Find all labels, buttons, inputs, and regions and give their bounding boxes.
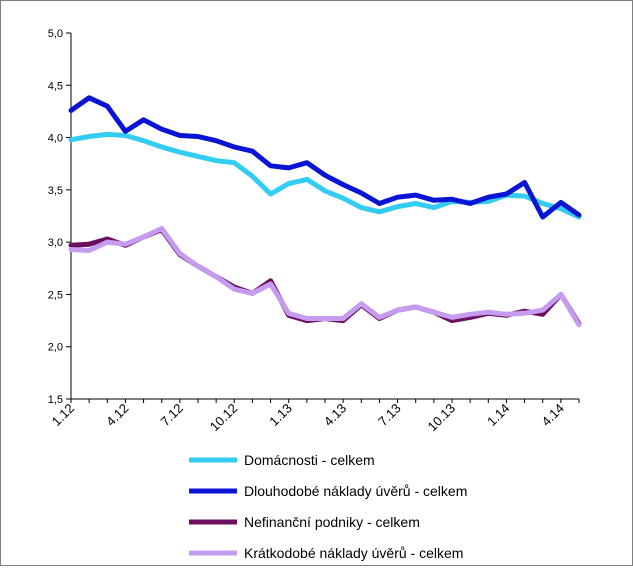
y-tick-label: 1,5	[48, 394, 63, 406]
legend-label: Domácnosti - celkem	[244, 452, 375, 468]
series-line	[68, 131, 582, 220]
series-layer	[68, 95, 582, 328]
y-tick-label: 4,5	[48, 80, 63, 92]
x-tick-label: 1.14	[484, 401, 513, 430]
y-tick-label: 2,0	[48, 342, 63, 354]
y-tick-label: 5,0	[48, 28, 63, 40]
x-tick-label: 7.12	[157, 401, 186, 430]
y-tick-label: 4,0	[48, 133, 63, 145]
legend-item: Dlouhodobé náklady úvěrů - celkem	[189, 483, 467, 499]
x-tick-label: 10.12	[207, 401, 241, 435]
x-tick-label: 1.13	[266, 401, 295, 430]
series-line	[68, 227, 582, 327]
x-tick-label: 7.13	[375, 401, 404, 430]
legend-label: Krátkodobé náklady úvěrů - celkem	[244, 545, 463, 561]
legend-item: Domácnosti - celkem	[189, 452, 375, 468]
x-tick-label: 4.12	[103, 401, 132, 430]
legend-item: Nefinanční podniky - celkem	[189, 514, 420, 530]
y-tick-label: 3,5	[48, 185, 63, 197]
series-line	[68, 95, 582, 220]
x-tick-label: 4.13	[321, 401, 350, 430]
x-tick-label: 4.14	[538, 401, 567, 430]
y-tick-label: 2,5	[48, 289, 63, 301]
y-tick-label: 3,0	[48, 237, 63, 249]
legend: Domácnosti - celkem Dlouhodobé náklady úv…	[189, 452, 467, 561]
legend-label: Dlouhodobé náklady úvěrů - celkem	[244, 483, 467, 499]
series-line	[68, 226, 582, 328]
legend-item: Krátkodobé náklady úvěrů - celkem	[189, 545, 463, 561]
x-tick-label: 10.13	[425, 401, 459, 435]
plot-area: 1,52,02,53,03,54,04,55,01.12 4.12 7.12 10.1…	[48, 28, 580, 435]
legend-label: Nefinanční podniky - celkem	[244, 514, 420, 530]
